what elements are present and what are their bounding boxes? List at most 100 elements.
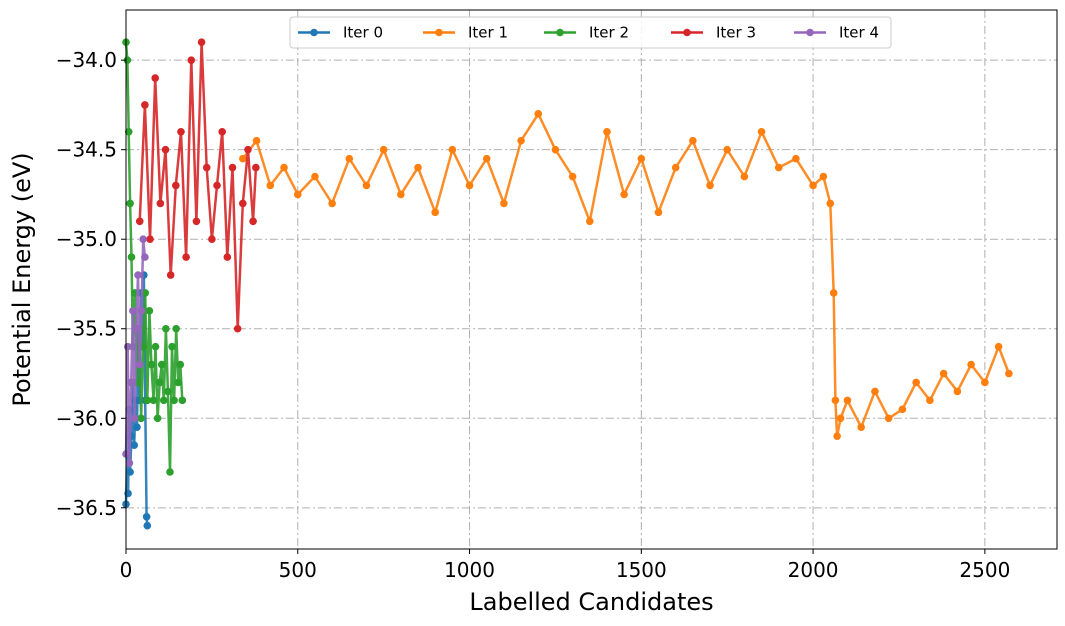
data-point (130, 441, 139, 449)
data-point (831, 396, 840, 405)
legend-swatch-marker (556, 28, 564, 37)
data-point (164, 387, 172, 396)
data-point (311, 172, 319, 181)
data-point (551, 145, 560, 154)
x-tick-label: 2500 (959, 558, 1010, 582)
x-tick-label: 2000 (788, 558, 839, 582)
data-point (994, 342, 1003, 351)
data-point (137, 414, 145, 423)
data-point (379, 145, 388, 154)
data-point (603, 127, 611, 136)
data-point (141, 101, 149, 109)
legend-item: Iter 3 (671, 24, 756, 42)
legend-label: Iter 2 (589, 24, 629, 42)
legend-swatch-marker (683, 28, 691, 37)
y-tick-label: −36.0 (56, 406, 117, 430)
data-point (774, 163, 783, 172)
data-point (517, 136, 525, 145)
data-point (125, 459, 134, 467)
data-point (939, 369, 948, 378)
data-point (146, 235, 154, 244)
data-point (123, 56, 132, 64)
data-point (871, 387, 879, 396)
data-point (176, 360, 185, 369)
data-point (448, 145, 457, 154)
data-point (142, 512, 151, 521)
y-tick-label: −35.0 (56, 227, 117, 251)
data-point (151, 74, 160, 82)
data-point (177, 127, 185, 136)
series-3 (135, 38, 260, 333)
data-point (926, 396, 934, 405)
x-tick-label: 500 (279, 558, 317, 582)
data-point (178, 396, 187, 405)
data-point (568, 172, 577, 181)
data-point (740, 172, 749, 181)
data-point (280, 163, 288, 172)
legend-swatch-marker (310, 28, 318, 37)
data-point (134, 271, 142, 279)
data-point (143, 521, 152, 530)
data-point (162, 324, 170, 333)
data-point (202, 163, 211, 172)
data-point (147, 360, 156, 369)
data-point (218, 127, 226, 136)
data-point (293, 190, 302, 199)
data-point (266, 181, 275, 190)
data-point (637, 154, 646, 163)
legend-label: Iter 3 (716, 24, 756, 42)
data-point (233, 324, 242, 333)
data-point (967, 360, 975, 369)
data-point (170, 396, 178, 405)
x-tick-label: 1000 (444, 558, 495, 582)
data-point (135, 217, 144, 226)
data-point (1005, 369, 1013, 378)
data-point (143, 396, 152, 405)
data-point (161, 145, 170, 154)
data-point (172, 181, 180, 190)
data-point (192, 217, 201, 226)
data-point (166, 271, 175, 279)
data-point (843, 396, 852, 405)
data-point (135, 360, 144, 369)
legend-box (289, 16, 892, 49)
data-point (124, 127, 133, 136)
data-point (500, 199, 508, 208)
data-point (981, 378, 989, 387)
legend-label: Iter 0 (343, 24, 383, 42)
data-point (431, 208, 439, 217)
data-point (127, 253, 136, 261)
data-point (244, 145, 252, 154)
data-point (133, 423, 141, 432)
y-tick-label: −34.0 (56, 48, 117, 72)
y-tick-label: −35.5 (56, 317, 117, 341)
series-line (138, 40, 258, 330)
legend-swatch-marker (435, 28, 443, 37)
data-point (197, 38, 206, 47)
data-point (898, 405, 907, 414)
data-point (397, 190, 405, 199)
data-point (239, 154, 247, 163)
data-point (706, 181, 714, 190)
data-point (123, 342, 132, 351)
legend-label: Iter 1 (468, 24, 508, 42)
legend-item: Iter 2 (544, 24, 629, 42)
data-point (139, 235, 147, 244)
data-point (168, 342, 176, 351)
data-point (792, 154, 800, 163)
data-point (252, 163, 260, 172)
data-point (654, 208, 663, 217)
data-point (155, 378, 164, 387)
data-point (228, 163, 237, 172)
data-point (151, 342, 160, 351)
y-tick-label: −36.5 (56, 496, 117, 520)
data-point (137, 307, 146, 315)
data-point (671, 163, 680, 172)
data-point (757, 127, 766, 136)
data-point (157, 360, 166, 369)
data-point (223, 253, 232, 261)
data-point (620, 190, 628, 199)
data-point (884, 414, 893, 423)
data-point (249, 217, 257, 226)
